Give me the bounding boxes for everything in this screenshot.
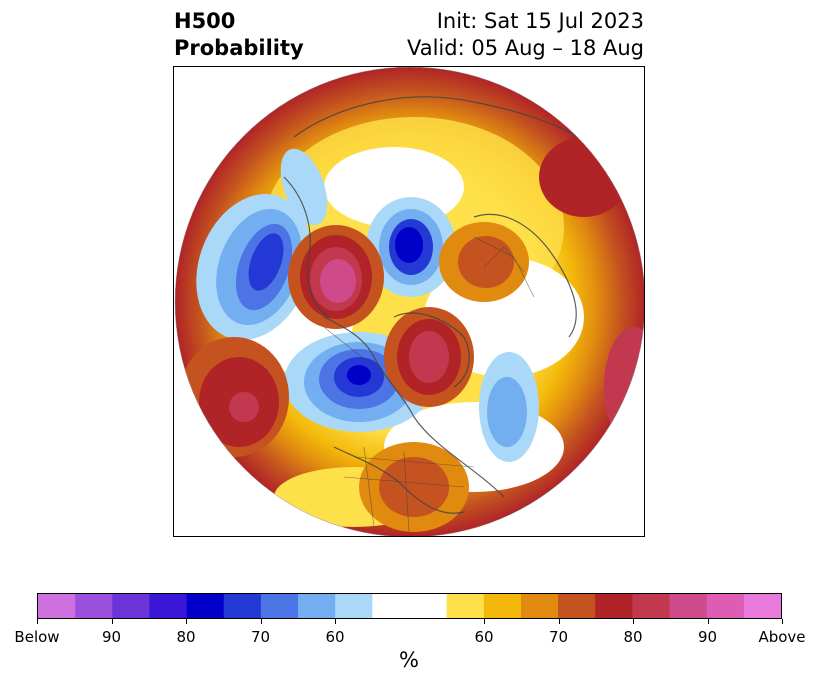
colorbar-swatch [595,594,633,618]
colorbar-tick-mark [707,619,709,624]
probability-field [175,67,644,536]
colorbar-swatch [75,594,113,618]
init-date: Init: Sat 15 Jul 2023 [436,9,644,33]
colorbar-swatch [112,594,150,618]
colorbar-swatch [446,594,485,618]
colorbar-tick-label: 60 [325,628,345,646]
title-subtitle: Probability [174,36,304,60]
map-panel [173,66,645,537]
colorbar-swatch [706,594,745,618]
colorbar-tick-mark [111,619,113,624]
colorbar-swatch [483,594,522,618]
colorbar-swatch [520,594,559,618]
colorbar-swatch [298,594,336,618]
colorbar-swatch [632,594,671,618]
valid-range: Valid: 05 Aug – 18 Aug [406,36,644,60]
colorbar-swatch [669,594,708,618]
colorbar-swatch [743,594,781,618]
colorbar-tick-label: 80 [176,628,196,646]
polar-map [174,67,644,536]
colorbar-swatch [558,594,596,618]
colorbar-tick-label: 80 [623,628,643,646]
colorbar-tick-mark [186,619,187,624]
colorbar-swatch [372,594,448,618]
colorbar-tick-mark [558,619,560,624]
colorbar-swatch [38,594,76,618]
colorbar-tick-label: 90 [101,628,122,646]
colorbar-swatches [38,594,781,618]
colorbar-tick-label: Below [14,628,60,646]
colorbar-swatch [260,594,299,618]
colorbar-tick-mark [782,619,783,624]
colorbar-tick-mark [37,619,38,624]
colorbar-tick-label: 90 [697,628,718,646]
colorbar-swatch [149,594,188,618]
chart-title: H500 Probability [174,8,304,62]
colorbar-tick-mark [484,619,485,624]
colorbar-swatch [335,594,373,618]
colorbar-tick-mark [260,619,262,624]
colorbar-tick-mark [633,619,634,624]
colorbar-tick-label: 70 [548,628,569,646]
colorbar-tick-label: 60 [474,628,494,646]
coastlines [283,96,605,514]
colorbar-swatch [223,594,262,618]
colorbar-tick-mark [335,619,336,624]
colorbar-swatch [186,594,225,618]
date-info: Init: Sat 15 Jul 2023 Valid: 05 Aug – 18… [407,8,644,62]
title-variable: H500 [174,9,236,33]
boundaries [323,236,535,533]
colorbar [37,593,782,619]
colorbar-tick-label: 70 [250,628,271,646]
colorbar-unit: % [399,648,419,672]
colorbar-tick-label: Above [758,628,806,646]
